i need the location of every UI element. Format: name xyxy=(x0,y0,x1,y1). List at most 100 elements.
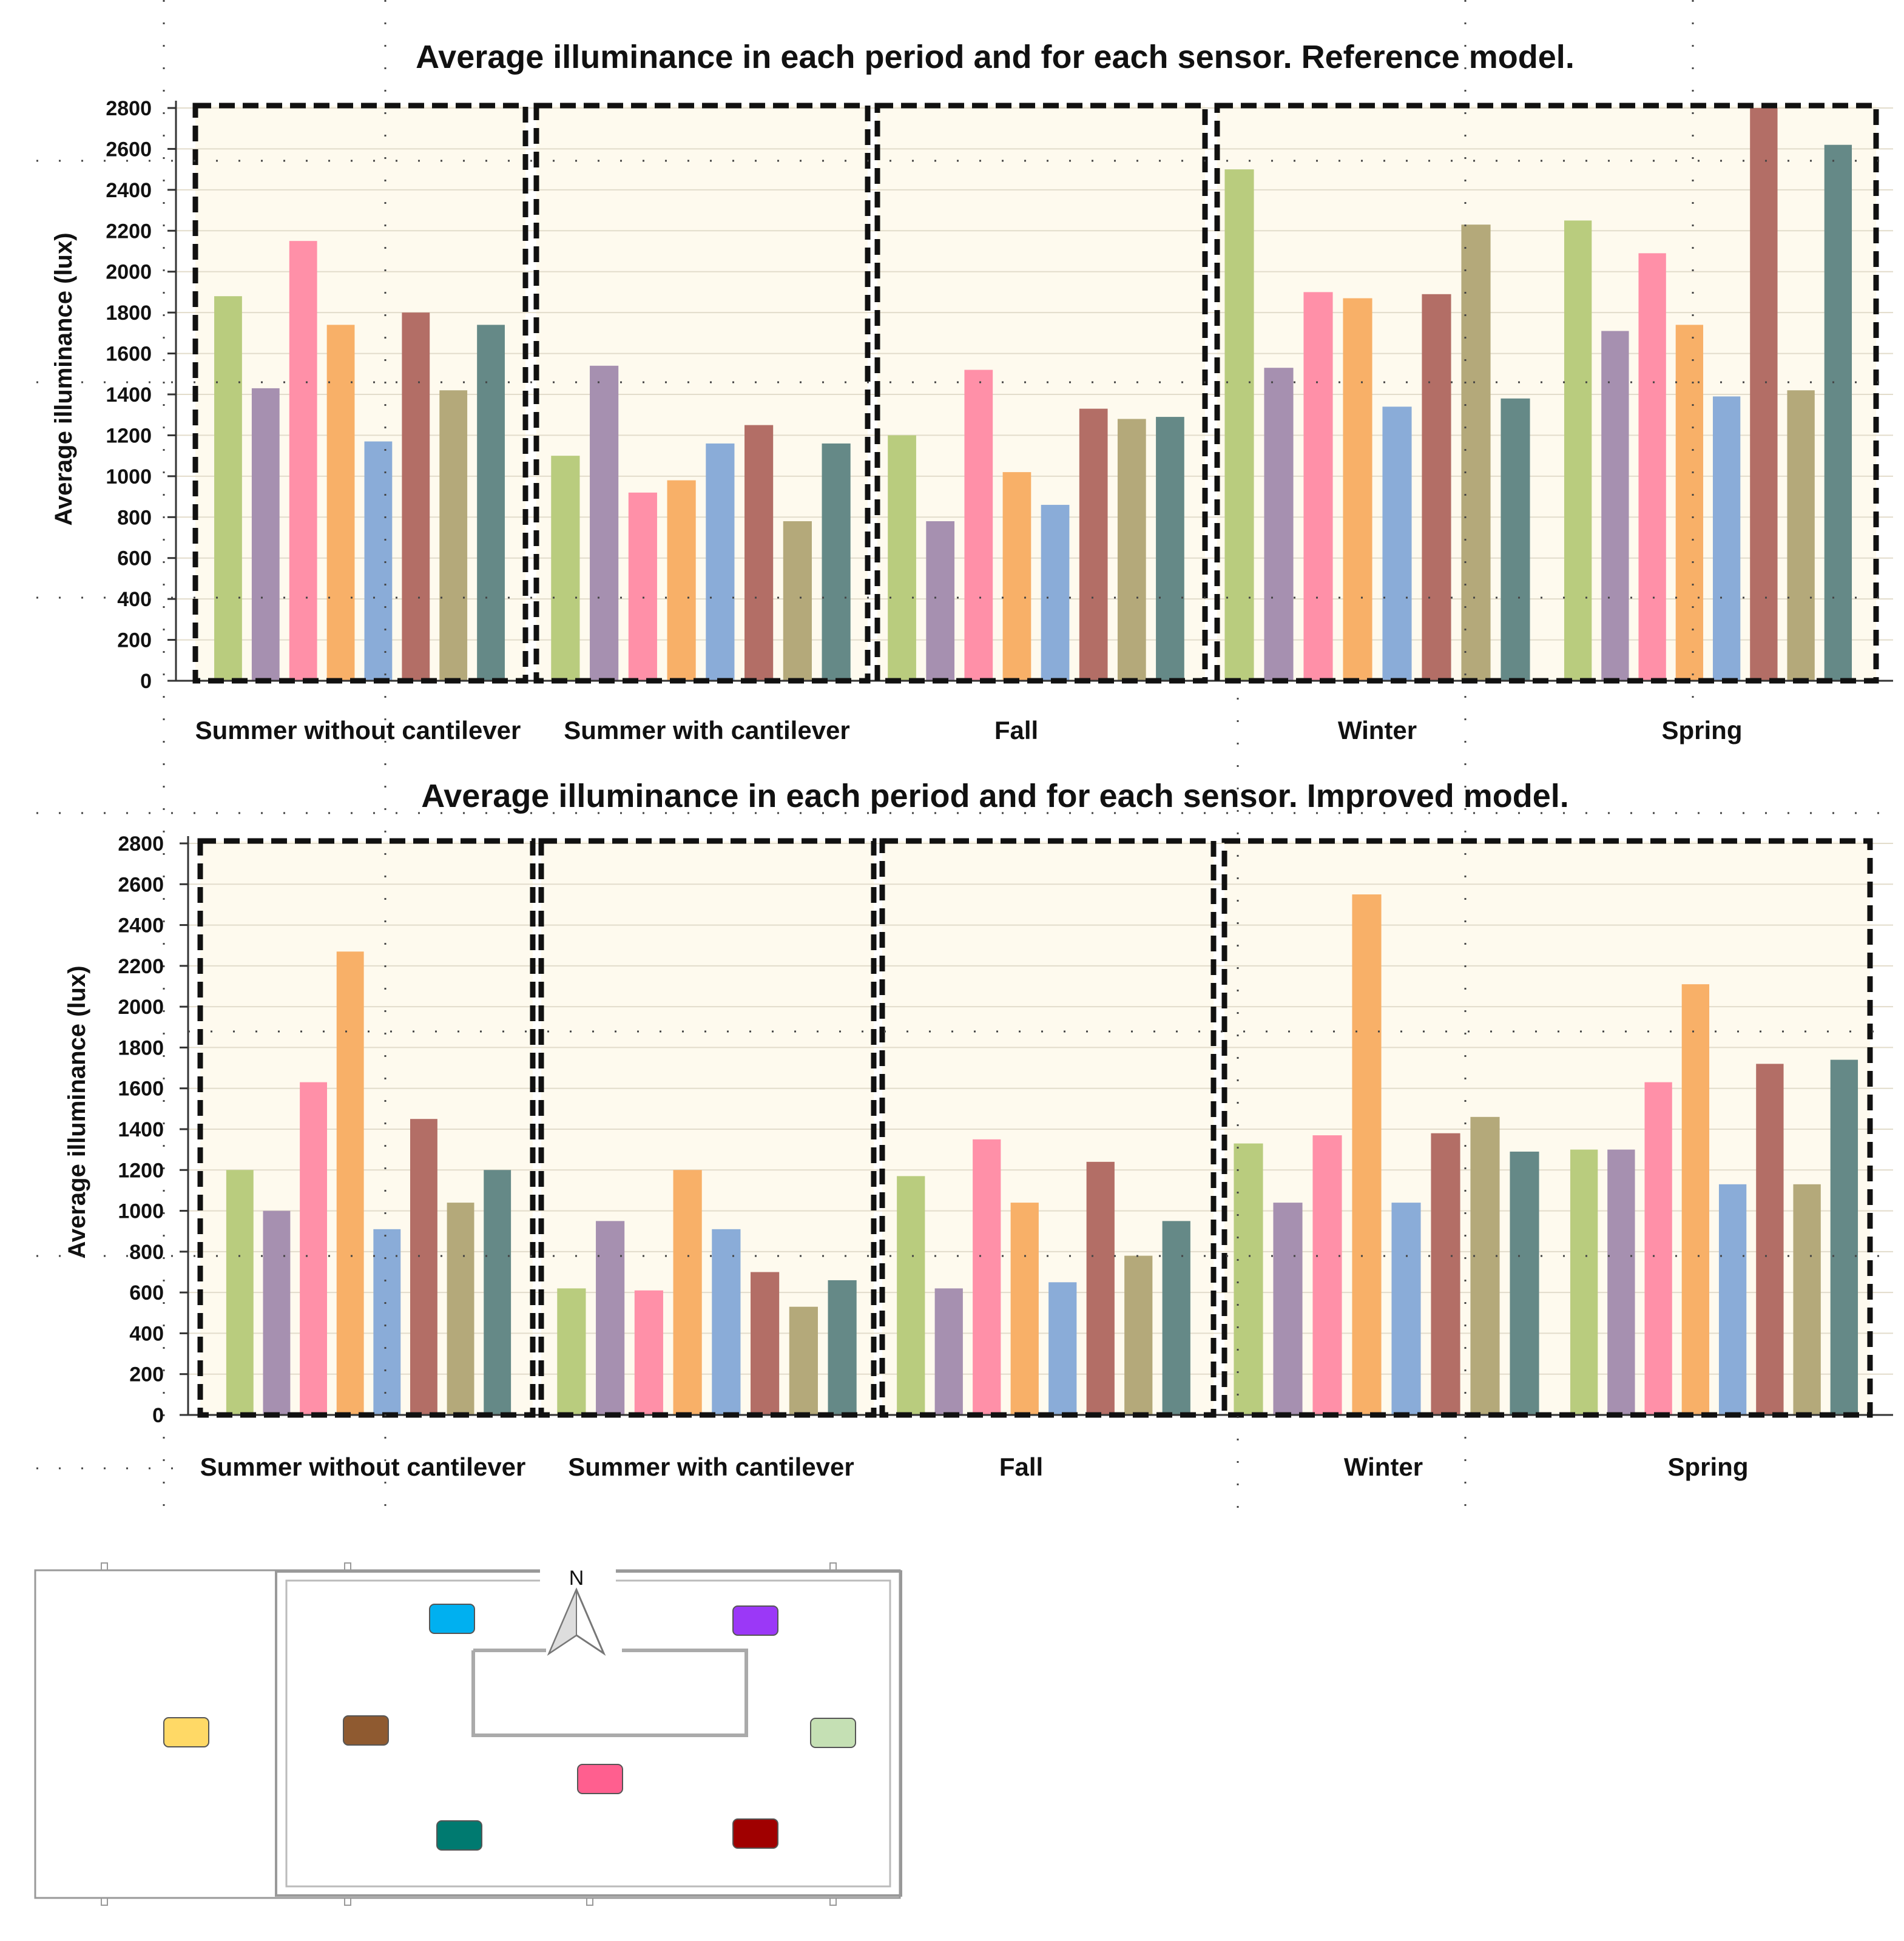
reference-bar-sensor-2 xyxy=(590,365,619,681)
reference-bar-sensor-8 xyxy=(1824,144,1852,681)
reference-panel-bg xyxy=(536,106,868,681)
reference-bar-sensor-4 xyxy=(1675,325,1704,681)
interior-partition xyxy=(471,1649,748,1737)
improved-period-box xyxy=(538,838,877,1418)
reference-y-tick-label: 1200 xyxy=(106,424,152,447)
improved-y-tick-label: 2400 xyxy=(118,914,164,937)
reference-y-tick-label: 400 xyxy=(117,588,152,611)
reference-bar-sensor-6 xyxy=(1750,108,1778,681)
improved-y-tick-label: 2800 xyxy=(118,832,164,856)
sensor-light-green xyxy=(810,1718,856,1748)
reference-bar-sensor-3 xyxy=(1303,292,1333,681)
reference-bar-sensor-2 xyxy=(1264,368,1294,681)
reference-bar-sensor-5 xyxy=(364,441,393,681)
reference-bar-sensor-8 xyxy=(1156,417,1184,681)
improved-y-tick-label: 400 xyxy=(129,1322,164,1345)
plan-corner-marks xyxy=(101,1562,837,1906)
improved-bar-sensor-4 xyxy=(1681,984,1710,1415)
door-gap xyxy=(540,1562,616,1587)
reference-chart-title: Average illuminance in each period and f… xyxy=(416,39,1575,75)
improved-bar-sensor-7 xyxy=(1793,1184,1821,1415)
reference-bar-sensor-4 xyxy=(326,325,355,681)
improved-bar-sensor-4 xyxy=(1352,894,1382,1415)
improved-bar-sensor-2 xyxy=(1273,1203,1303,1415)
improved-y-tick-label: 1200 xyxy=(118,1159,164,1182)
improved-bar-sensor-2 xyxy=(1607,1149,1635,1415)
reference-y-tick-label: 1400 xyxy=(106,383,152,407)
improved-bar-sensor-5 xyxy=(373,1229,401,1415)
north-arrow-icon: N xyxy=(547,1567,606,1656)
improved-y-tick-label: 2200 xyxy=(118,955,164,978)
improved-bar-sensor-8 xyxy=(1830,1059,1858,1415)
improved-bar-sensor-3 xyxy=(634,1290,663,1415)
improved-period-box xyxy=(1221,838,1873,1418)
improved-bar-sensor-3 xyxy=(300,1082,327,1415)
improved-bar-sensor-2 xyxy=(934,1288,963,1415)
reference-y-tick-label: 2600 xyxy=(106,138,152,161)
improved-model-chart: Average illuminance in each period and f… xyxy=(64,778,1893,1481)
reference-bar-sensor-2 xyxy=(1601,331,1629,681)
improved-bar-sensor-6 xyxy=(1756,1064,1784,1415)
reference-period-box xyxy=(874,103,1208,684)
improved-period-box xyxy=(879,838,1217,1418)
reference-bar-sensor-5 xyxy=(1041,505,1070,681)
improved-bar-sensor-7 xyxy=(447,1203,474,1415)
improved-bar-sensor-5 xyxy=(1391,1203,1421,1415)
improved-bar-sensor-1 xyxy=(226,1170,254,1415)
reference-bar-sensor-8 xyxy=(477,325,505,681)
reference-bar-sensor-4 xyxy=(667,480,696,681)
improved-category-label: Summer with cantilever xyxy=(568,1453,854,1481)
reference-panel-bg xyxy=(195,106,525,681)
improved-y-tick-label: 2600 xyxy=(118,873,164,896)
improved-bar-sensor-6 xyxy=(1431,1133,1460,1415)
reference-category-label: Spring xyxy=(1662,716,1743,744)
reference-bar-sensor-1 xyxy=(888,435,916,681)
reference-y-tick-label: 2000 xyxy=(106,261,152,284)
improved-panel-bg xyxy=(541,841,874,1415)
reference-bar-sensor-3 xyxy=(289,241,317,681)
reference-bar-sensor-8 xyxy=(822,443,851,681)
improved-y-tick-label: 600 xyxy=(129,1281,164,1305)
improved-bar-sensor-8 xyxy=(1162,1221,1190,1415)
improved-bar-sensor-7 xyxy=(1124,1255,1153,1415)
reference-bar-sensor-6 xyxy=(744,425,774,681)
improved-bar-sensor-7 xyxy=(1470,1116,1500,1415)
reference-category-label: Summer without cantilever xyxy=(195,716,521,744)
sensor-blue xyxy=(429,1604,475,1634)
improved-bar-sensor-6 xyxy=(410,1119,437,1415)
sensor-brown xyxy=(343,1715,389,1746)
sensor-dark-red xyxy=(732,1818,778,1849)
improved-y-tick-label: 2000 xyxy=(118,996,164,1019)
reference-bar-sensor-3 xyxy=(1638,253,1666,681)
improved-bar-sensor-5 xyxy=(1718,1184,1747,1415)
reference-bar-sensor-5 xyxy=(1382,407,1412,681)
reference-bar-sensor-5 xyxy=(706,443,735,681)
sensor-floor-plan: N xyxy=(34,1562,902,1906)
reference-bar-sensor-4 xyxy=(1343,298,1372,681)
improved-bar-sensor-1 xyxy=(1570,1149,1598,1415)
reference-y-tick-label: 1000 xyxy=(106,465,152,488)
reference-bar-sensor-3 xyxy=(628,492,657,681)
dotted-guides xyxy=(36,0,1893,1511)
improved-y-tick-label: 1600 xyxy=(118,1078,164,1101)
reference-y-axis-label: Average illuminance (lux) xyxy=(50,232,77,525)
reference-category-label: Summer with cantilever xyxy=(564,716,850,744)
reference-y-tick-label: 2200 xyxy=(106,220,152,243)
improved-bar-sensor-4 xyxy=(1010,1203,1039,1415)
improved-y-tick-label: 800 xyxy=(129,1241,164,1264)
improved-bar-sensor-2 xyxy=(596,1221,625,1415)
reference-bar-sensor-4 xyxy=(1002,472,1031,681)
reference-bar-sensor-2 xyxy=(926,521,955,681)
improved-category-label: Winter xyxy=(1344,1453,1423,1481)
reference-category-label: Fall xyxy=(994,716,1038,744)
improved-y-tick-label: 1400 xyxy=(118,1118,164,1141)
improved-bar-sensor-6 xyxy=(1086,1161,1115,1415)
reference-period-box xyxy=(192,103,528,684)
sensor-pink xyxy=(577,1764,623,1794)
improved-bar-sensor-8 xyxy=(828,1280,857,1415)
sensor-yellow xyxy=(163,1717,209,1747)
reference-y-tick-label: 200 xyxy=(117,629,152,652)
reference-bar-sensor-6 xyxy=(1079,408,1108,681)
improved-category-label: Fall xyxy=(999,1453,1043,1481)
